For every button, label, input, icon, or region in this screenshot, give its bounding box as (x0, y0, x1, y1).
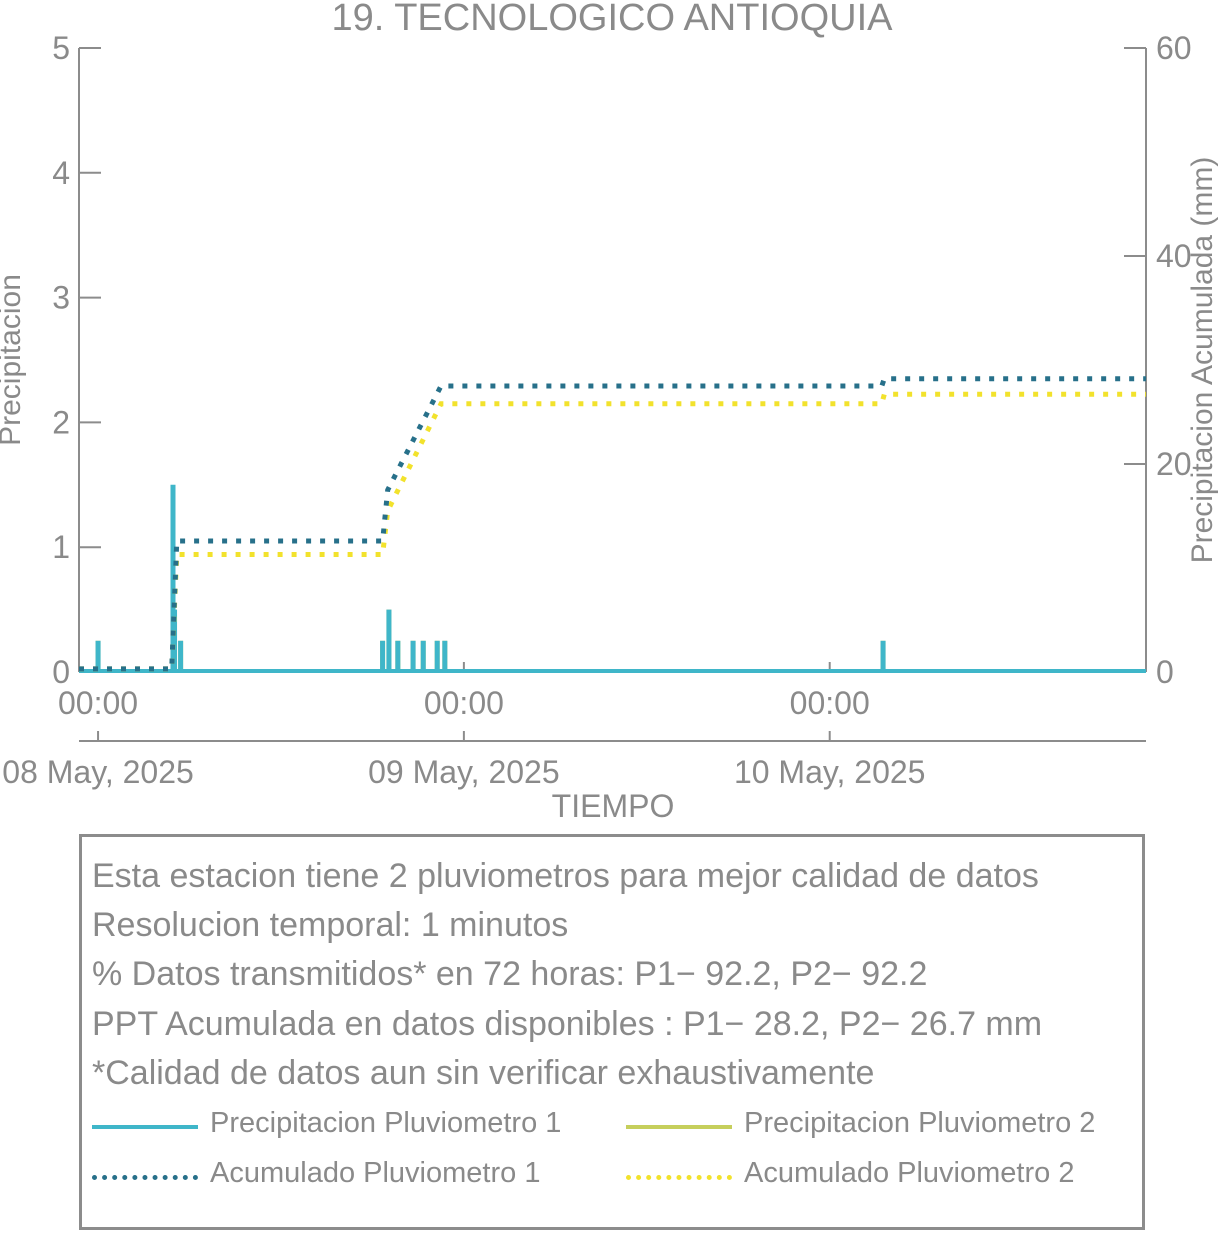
series-layer (79, 376, 1146, 673)
info-line-resolution: Resolucion temporal: 1 minutos (92, 906, 569, 944)
left-y-tick-label: 3 (52, 280, 70, 316)
info-line-stations: Esta estacion tiene 2 pluviometros para … (92, 857, 1039, 895)
rainfall-chart: 19. TECNOLOGICO ANTIOQUIA 0 1 2 3 4 5 0 20 40 60… (0, 0, 1219, 824)
legend-swatch-precip-2 (626, 1125, 732, 1129)
legend-label-precip-1: Precipitacion Pluviometro 1 (210, 1107, 562, 1139)
x-tick-group: 00:00 08 May, 2025 00:00 09 May, 2025 00:00 1… (2, 662, 925, 790)
legend-swatch-accum-1 (92, 1175, 198, 1180)
y-axis-label: Precipitacion (0, 274, 27, 446)
station-info-box: Esta estacion tiene 2 pluviometros para … (79, 834, 1145, 1230)
left-y-tick-label: 2 (52, 404, 70, 440)
left-y-tick-label: 1 (52, 529, 70, 565)
x-axis-label: TIEMPO (552, 788, 675, 824)
info-line-quality-note: *Calidad de datos aun sin verificar exha… (92, 1054, 875, 1092)
legend-swatch-precip-1 (92, 1125, 198, 1129)
right-y-tick-label: 60 (1156, 30, 1192, 66)
legend-label-precip-2: Precipitacion Pluviometro 2 (744, 1107, 1096, 1139)
y2-axis-label: Precipitacion Acumulada (mm) (1186, 157, 1219, 564)
x-tick-date-label: 10 May, 2025 (734, 754, 926, 790)
x-tick-date-label: 09 May, 2025 (368, 754, 560, 790)
x-tick-date-label: 08 May, 2025 (2, 754, 194, 790)
legend-label-accum-1: Acumulado Pluviometro 1 (210, 1157, 541, 1189)
right-y-tick-label: 0 (1156, 654, 1174, 690)
left-y-tick-label: 5 (52, 30, 70, 66)
x-tick-label: 00:00 (424, 685, 504, 721)
right-tick-group: 0 20 40 60 (1124, 30, 1192, 690)
left-tick-group: 0 1 2 3 4 5 (52, 30, 101, 690)
right-y-tick-label: 40 (1156, 238, 1192, 274)
legend-swatch-accum-2 (626, 1175, 732, 1180)
chart-title: 19. TECNOLOGICO ANTIOQUIA (332, 0, 894, 39)
legend-label-accum-2: Acumulado Pluviometro 2 (744, 1157, 1075, 1189)
right-y-tick-label: 20 (1156, 446, 1192, 482)
left-y-tick-label: 0 (52, 654, 70, 690)
accumulated-line (79, 391, 1146, 672)
info-line-transmitted: % Datos transmitidos* en 72 horas: P1− 9… (92, 955, 928, 993)
left-y-tick-label: 4 (52, 155, 70, 191)
accumulated-line (79, 376, 1146, 672)
x-tick-label: 00:00 (58, 685, 138, 721)
info-line-accumulated: PPT Acumulada en datos disponibles : P1−… (92, 1005, 1043, 1043)
x-tick-label: 00:00 (790, 685, 870, 721)
